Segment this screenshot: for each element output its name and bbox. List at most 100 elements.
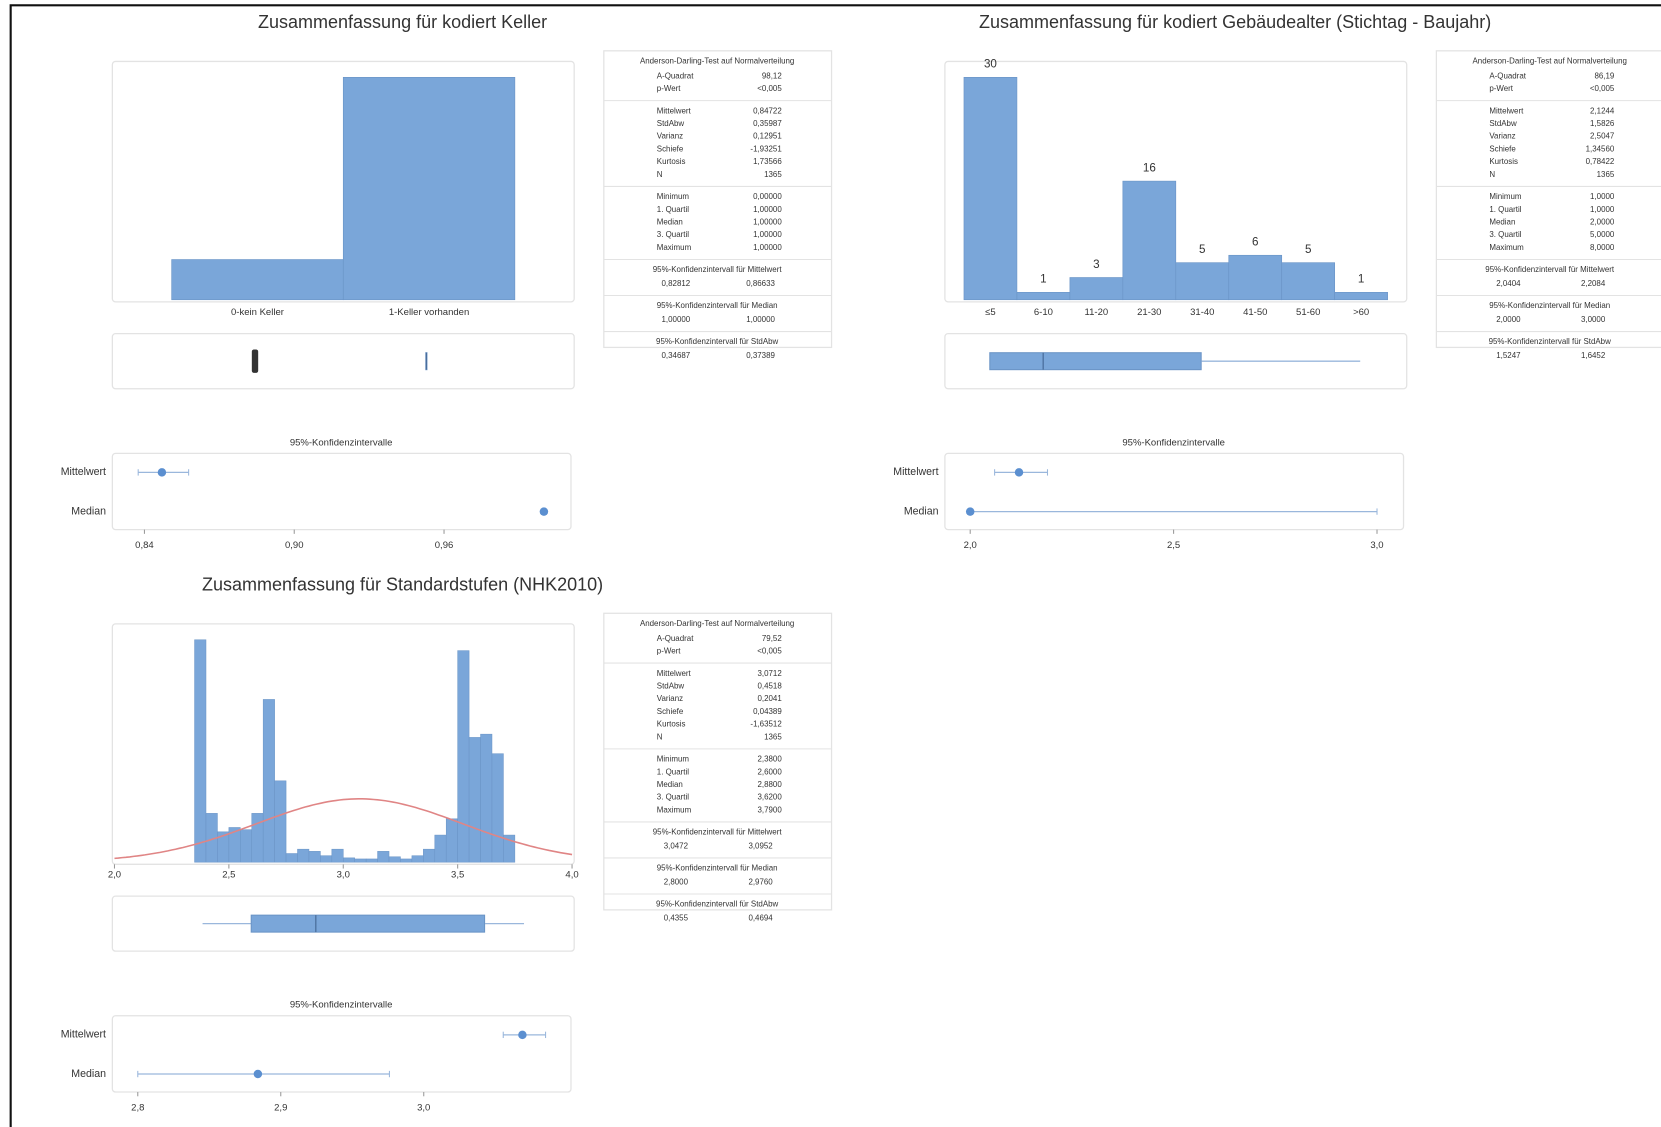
ci-row-label: Median xyxy=(904,505,939,517)
ci-estimate xyxy=(539,507,549,516)
stats-label: N xyxy=(1489,170,1495,179)
stats-value: 0,35987 xyxy=(753,119,782,128)
bar xyxy=(1228,254,1283,301)
histogram-bar xyxy=(480,733,493,863)
histogram-frame xyxy=(111,60,575,303)
stats-label: p-Wert xyxy=(657,647,681,656)
histogram-bar xyxy=(194,639,207,863)
category-label: 51-60 xyxy=(1296,307,1320,318)
bar xyxy=(342,77,516,301)
stats-value: 2,8000 xyxy=(664,877,689,886)
stats-label: Varianz xyxy=(657,132,683,141)
stats-value: 2,6000 xyxy=(757,767,782,776)
stats-value: 0,34687 xyxy=(662,351,691,360)
histogram-bar xyxy=(457,650,470,863)
stats-value: 3,0472 xyxy=(664,841,689,850)
bar xyxy=(1122,180,1177,301)
category-label: 31-40 xyxy=(1190,307,1214,318)
histogram-bar xyxy=(354,858,367,863)
data-label: 3 xyxy=(1093,258,1099,271)
ci-estimate xyxy=(518,1030,527,1040)
data-label: 1 xyxy=(1358,273,1364,286)
stats-value: 1,0000 xyxy=(1590,205,1615,214)
stats-value: 3,6200 xyxy=(757,793,782,802)
stats-section-title: 95%-Konfidenzintervall für Mittelwert xyxy=(1485,265,1615,274)
stats-value: 0,78422 xyxy=(1586,157,1615,166)
histogram-bar xyxy=(365,858,378,863)
stats-title: Anderson-Darling-Test auf Normalverteilu… xyxy=(1472,57,1626,66)
stats-section-title: 95%-Konfidenzintervall für Median xyxy=(1489,301,1610,310)
stats-section-title: 95%-Konfidenzintervall für StdAbw xyxy=(656,337,778,346)
x-tick-label: 4,0 xyxy=(565,869,578,880)
stats-value: 86,19 xyxy=(1594,71,1614,80)
stats-value: 2,0000 xyxy=(1496,315,1521,324)
stats-value: <0,005 xyxy=(757,84,782,93)
stats-label: p-Wert xyxy=(1489,84,1513,93)
stats-label: p-Wert xyxy=(657,84,681,93)
stats-value: 0,84722 xyxy=(753,106,782,115)
ci-tick-label: 2,5 xyxy=(1167,540,1180,551)
stats-value: 0,86633 xyxy=(746,279,775,288)
data-label: 5 xyxy=(1199,243,1205,256)
stats-value: 1365 xyxy=(764,732,782,741)
stats-value: 98,12 xyxy=(762,71,782,80)
histogram-bar xyxy=(434,834,447,863)
panel-title: Zusammenfassung für kodiert Keller xyxy=(258,12,547,32)
stats-label: 3. Quartil xyxy=(657,793,689,802)
stats-value: 1,6452 xyxy=(1581,351,1606,360)
stats-section-title: 95%-Konfidenzintervall für StdAbw xyxy=(656,900,778,909)
stats-label: Mittelwert xyxy=(657,106,692,115)
stats-label: Varianz xyxy=(657,694,683,703)
stats-value: 1365 xyxy=(764,170,782,179)
stats-section-title: 95%-Konfidenzintervall für StdAbw xyxy=(1489,337,1611,346)
stats-frame xyxy=(603,50,833,349)
stats-label: Maximum xyxy=(657,243,692,252)
stats-label: Maximum xyxy=(1489,243,1524,252)
histogram-bar xyxy=(240,829,253,863)
histogram-bar xyxy=(297,848,310,863)
stats-value: 1,00000 xyxy=(753,243,782,252)
panel-title: Zusammenfassung für Standardstufen (NHK2… xyxy=(202,574,603,594)
stats-value: 1,00000 xyxy=(753,205,782,214)
stats-value: 1,00000 xyxy=(753,230,782,239)
stats-value: 5,0000 xyxy=(1590,230,1615,239)
ci-tick-label: 2,0 xyxy=(964,540,977,551)
histogram-bar xyxy=(342,857,355,863)
data-label: 16 xyxy=(1143,161,1156,174)
stats-value: 8,0000 xyxy=(1590,243,1615,252)
stats-label: A-Quadrat xyxy=(1489,71,1526,80)
category-label: 21-30 xyxy=(1137,307,1161,318)
stats-label: Mittelwert xyxy=(657,669,692,678)
bar xyxy=(1281,262,1336,301)
stats-value: <0,005 xyxy=(757,647,782,656)
bar xyxy=(171,259,344,301)
bar xyxy=(1016,292,1071,301)
stats-value: 2,3800 xyxy=(757,755,782,764)
data-label: 6 xyxy=(1252,236,1258,249)
ci-tick-label: 0,84 xyxy=(135,540,154,551)
stats-label: Minimum xyxy=(1489,192,1522,201)
stats-value: 3,0952 xyxy=(748,841,773,850)
stats-label: StdAbw xyxy=(1489,119,1517,128)
stats-value: 3,0712 xyxy=(757,669,782,678)
stats-label: Minimum xyxy=(657,755,690,764)
stats-value: 0,37389 xyxy=(746,351,775,360)
stats-value: 3,0000 xyxy=(1581,315,1606,324)
category-label: 6-10 xyxy=(1034,307,1053,318)
stats-value: 1,5247 xyxy=(1496,351,1521,360)
stats-label: Maximum xyxy=(657,805,692,814)
stats-value: 2,0000 xyxy=(1590,218,1615,227)
stats-value: 1,73566 xyxy=(753,157,782,166)
x-tick-label: 2,5 xyxy=(222,869,235,880)
stats-label: N xyxy=(657,170,663,179)
ci-frame xyxy=(111,452,572,531)
stats-label: Schiefe xyxy=(657,144,684,153)
stats-value: 1365 xyxy=(1597,170,1615,179)
histogram-bar xyxy=(411,855,424,863)
stats-value: 1,0000 xyxy=(1590,192,1615,201)
stats-label: Mittelwert xyxy=(1489,106,1524,115)
histogram-bar xyxy=(503,834,516,863)
stats-value: 2,8800 xyxy=(757,780,782,789)
box xyxy=(250,914,486,933)
stats-value: 79,52 xyxy=(762,634,782,643)
